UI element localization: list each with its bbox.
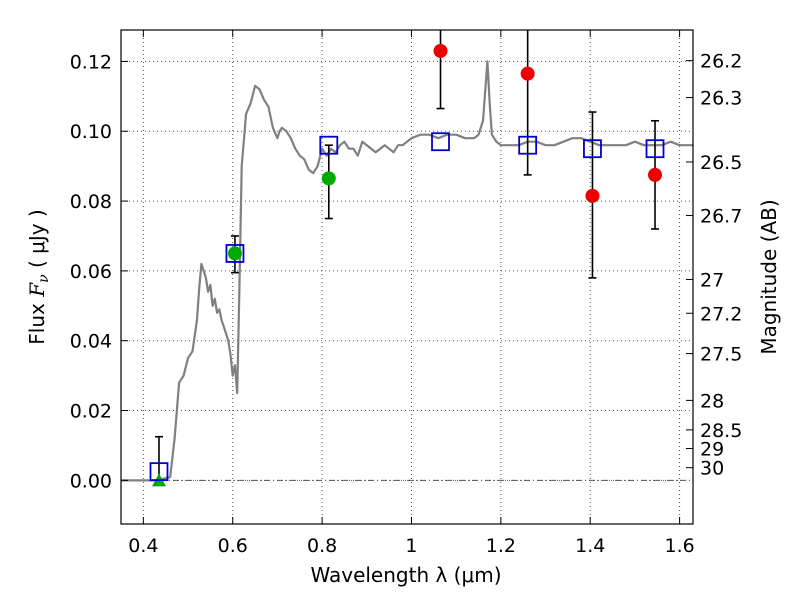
red-point (585, 188, 600, 203)
red-point (520, 66, 535, 81)
y2-tick-label: 26.5 (700, 152, 742, 174)
y-axis-title-subscript: ν (36, 274, 52, 283)
x-tick-label: 1 (405, 535, 417, 557)
green-point (321, 171, 336, 186)
x-tick-label: 0.4 (128, 535, 158, 557)
y-tick-label: 0.12 (70, 51, 112, 73)
y-tick-label: 0.02 (70, 401, 112, 423)
model-square-point (149, 462, 169, 482)
spectrum-line (121, 60, 693, 482)
y-axis-title-unit: ( μJy ) (25, 209, 49, 274)
x-tick-label: 1.4 (575, 535, 605, 557)
y2-tick-label: 27.5 (700, 344, 742, 366)
red-point (648, 167, 663, 182)
y2-tick-label: 30 (700, 458, 724, 480)
tick-labels: 0.4 0.6 0.8 1 1.2 1.4 1.6 0.00 0.02 0.04 0.06 0.08 0… (70, 51, 743, 557)
model-square-point (645, 139, 665, 159)
x-tick-label: 0.8 (307, 535, 337, 557)
y2-tick-label: 28 (700, 390, 724, 412)
y2-tick-label: 27.2 (700, 303, 742, 325)
y2-tick-label: 26.2 (700, 51, 742, 73)
y2-tick-label: 28.5 (700, 420, 742, 442)
y2-tick-label: 27 (700, 269, 724, 291)
red-point (433, 43, 448, 58)
plot-frame (120, 29, 694, 525)
y-tick-label: 0.10 (70, 121, 112, 143)
y-tick-label: 0.00 (70, 470, 112, 492)
model-square-point (583, 139, 602, 159)
model-square-point (319, 135, 339, 155)
green-point (227, 246, 242, 261)
grid-lines (121, 30, 693, 524)
y2-axis-title: Magnitude (AB) (757, 199, 781, 354)
model-square-point (518, 135, 538, 155)
x-tick-label: 1.6 (664, 535, 694, 557)
y2-tick-label: 26.3 (700, 88, 742, 110)
y-tick-label: 0.04 (70, 331, 112, 353)
y-tick-label: 0.06 (70, 261, 112, 283)
y2-tick-label: 26.7 (700, 206, 742, 228)
x-tick-label: 1.2 (486, 535, 516, 557)
axis-ticks (121, 30, 693, 524)
y2-tick-label: 29 (700, 439, 724, 461)
y-axis-title-symbol: F (25, 282, 49, 298)
data-points (149, 43, 665, 487)
model-spectrum (121, 60, 693, 482)
y-axis-title: Flux Fν ( μJy ) (25, 209, 52, 344)
y-tick-label: 0.08 (70, 191, 112, 213)
model-square-point (431, 132, 450, 152)
y-axis-title-prefix: Flux (25, 297, 49, 345)
model-square-point (225, 244, 245, 263)
x-tick-label: 0.6 (218, 535, 248, 557)
x-axis-title: Wavelength λ (μm) (310, 563, 501, 587)
